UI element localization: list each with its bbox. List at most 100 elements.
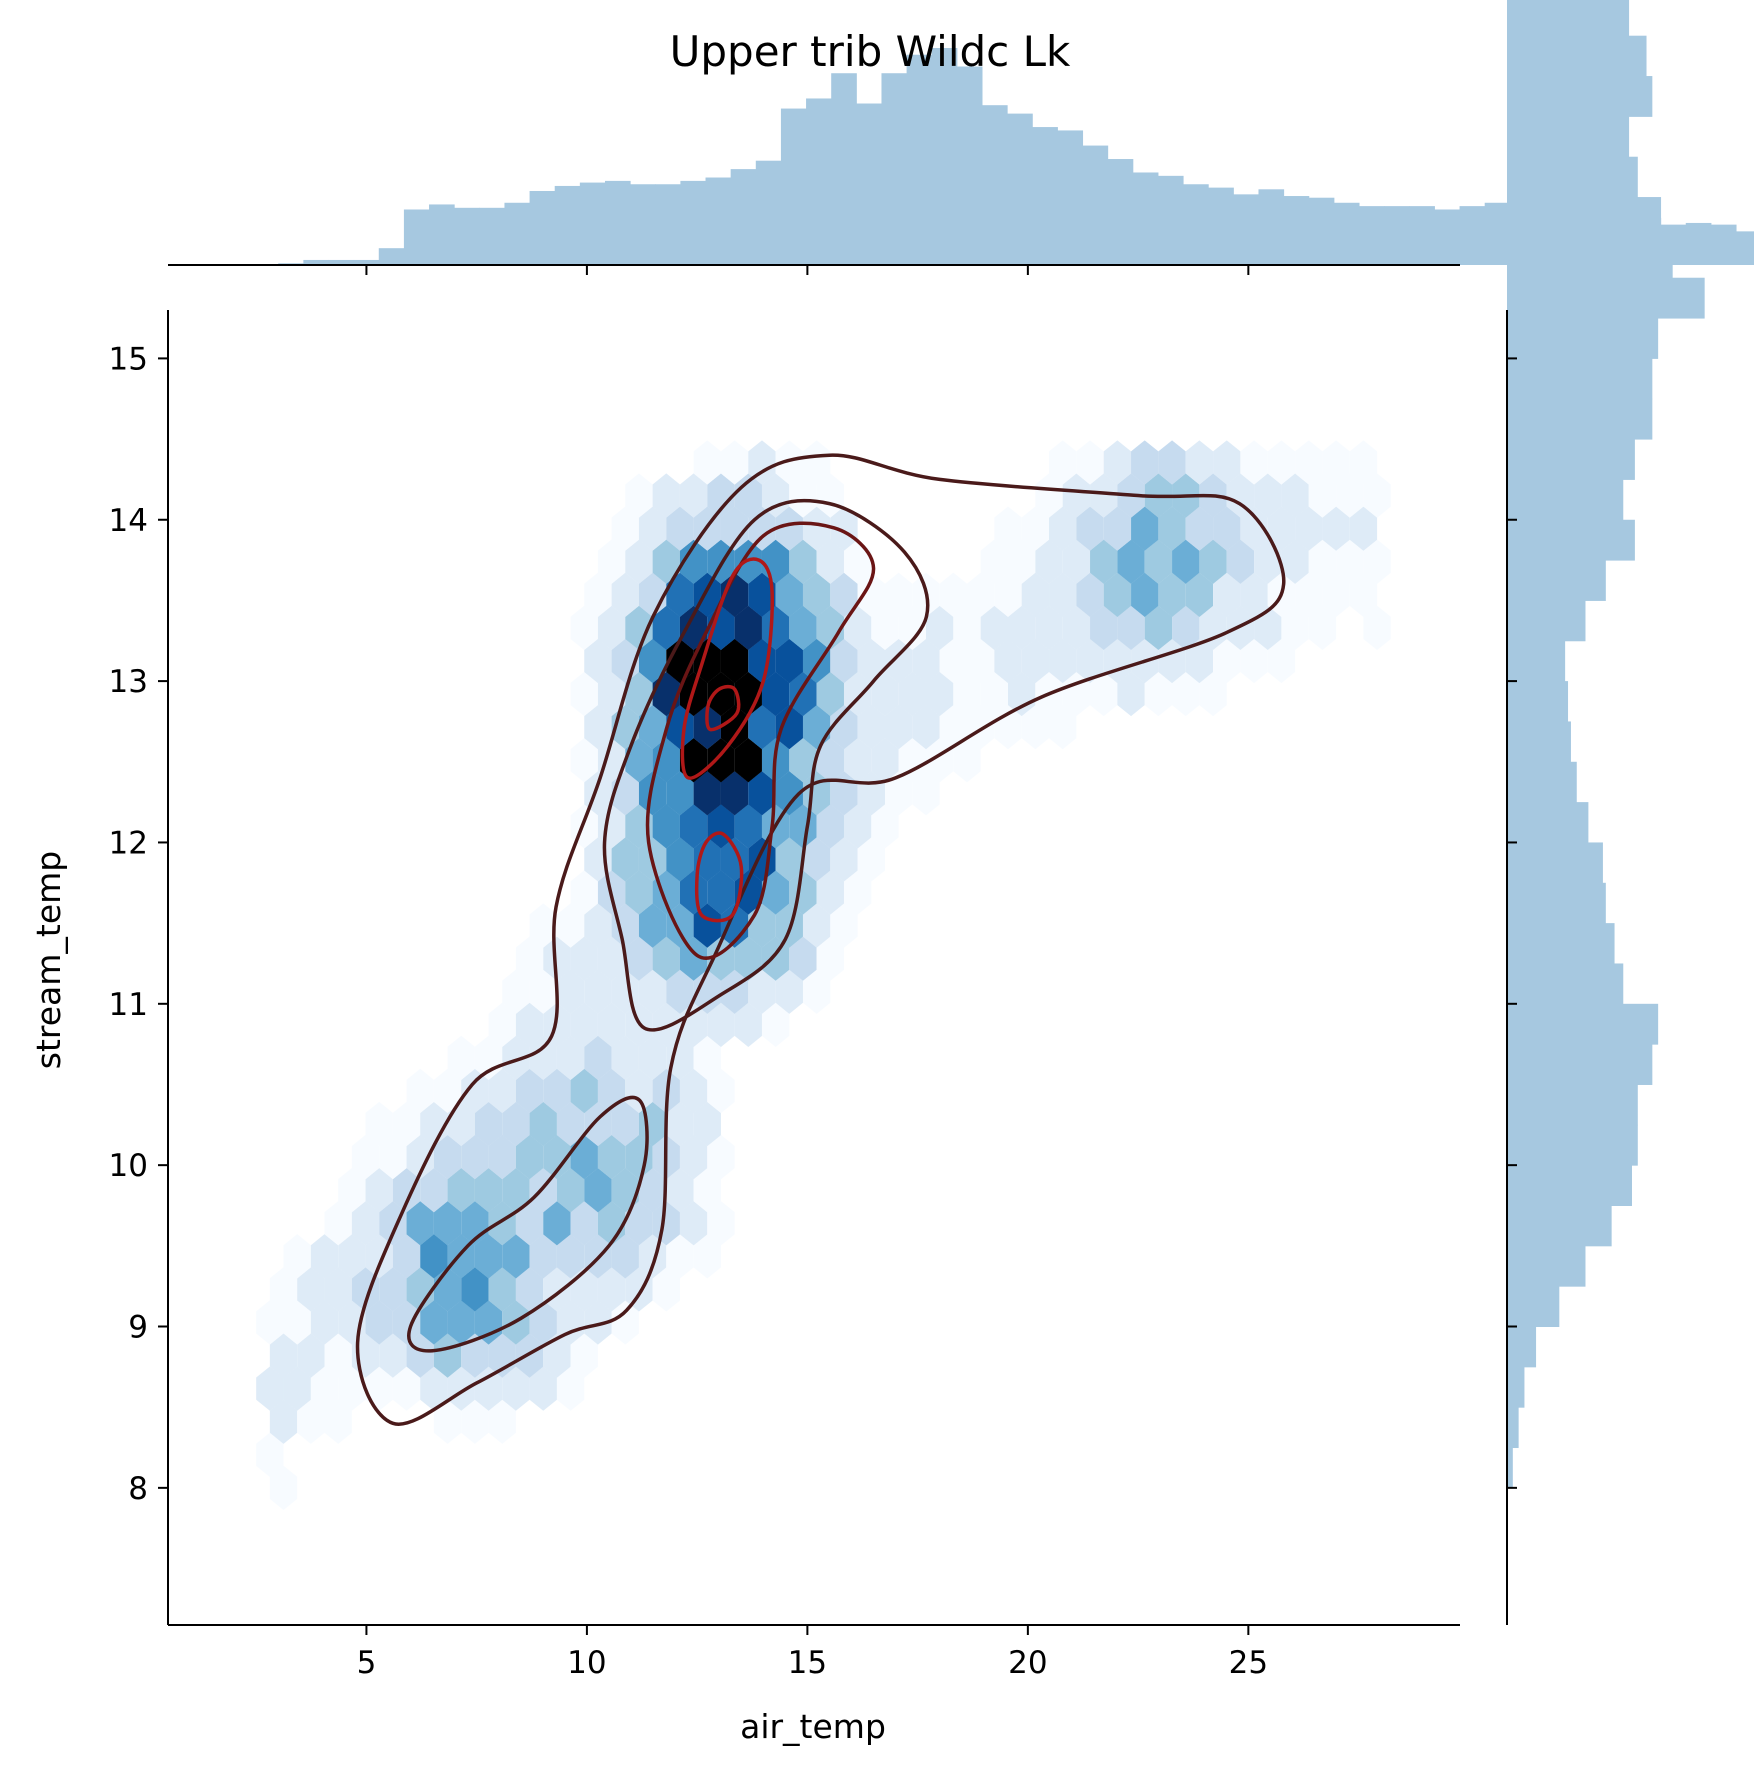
hexbin-cell <box>693 771 721 816</box>
hexbin-cell <box>543 1134 571 1180</box>
hexbin-cell <box>310 1300 339 1345</box>
marginal-y-bar <box>1507 0 1630 37</box>
hexbin-cell <box>611 1300 639 1345</box>
hexbin-cell <box>1076 506 1104 551</box>
hexbin-cell <box>365 1366 393 1411</box>
hexbin-cell <box>939 572 968 617</box>
hexbin-cell <box>556 1234 585 1279</box>
hexbin-cell <box>939 704 968 750</box>
hexbin-cell <box>625 1068 653 1114</box>
marginal-y-bar <box>1507 398 1653 440</box>
hexbin-cell <box>693 1101 721 1147</box>
hexbin-cell <box>488 1201 516 1246</box>
hexbin-cell <box>789 605 817 651</box>
hexbin-cell <box>1103 506 1132 551</box>
y-tick-label: 15 <box>109 341 148 377</box>
hexbin-cell <box>884 771 913 816</box>
marginal-x-bar <box>579 182 606 265</box>
hexbin-cell <box>720 440 749 485</box>
marginal-y-bar <box>1507 358 1653 400</box>
marginal-y-bar <box>1507 197 1662 238</box>
hexbin-cell <box>761 1002 790 1047</box>
marginal-x-bar <box>1233 194 1259 265</box>
hexbin-cell <box>625 738 653 783</box>
hexbin-cell <box>570 1002 598 1047</box>
hexbin-cell <box>666 771 694 816</box>
marginal-y-bar <box>1507 963 1624 1005</box>
hexbin-cell <box>652 473 680 518</box>
hexbin-cell <box>324 1267 352 1312</box>
hexbin-cell <box>625 671 653 717</box>
hexbin-cell <box>515 1134 544 1180</box>
hexbin-cell <box>1021 506 1050 551</box>
hexbin-cell <box>474 1168 503 1213</box>
hexbin-cell <box>1226 539 1255 584</box>
hexbin-cell <box>679 605 708 651</box>
marginal-x-bar <box>1710 224 1737 265</box>
hexbin-cell <box>884 704 913 750</box>
hexbin-cell <box>1049 440 1077 485</box>
hexbin-cell <box>816 671 844 717</box>
marginal-y-bar <box>1507 156 1638 198</box>
hexbin-cell <box>720 638 749 684</box>
hexbin-cell <box>1021 638 1050 684</box>
hexbin-cell <box>926 605 954 651</box>
hexbin-cell <box>748 704 776 750</box>
hexbin-cell <box>570 936 598 981</box>
hexbin-cell <box>543 936 571 981</box>
marginal-y-bar <box>1507 1245 1586 1287</box>
hexbin-cell <box>1267 440 1296 485</box>
marginal-y-bar <box>1507 600 1586 642</box>
hexbin-cell <box>1349 572 1378 617</box>
marginal-y-bar <box>1507 1003 1659 1045</box>
hexbin-cell <box>283 1300 311 1345</box>
hexbin-cell <box>1308 473 1337 518</box>
marginal-y-bar <box>1507 1084 1638 1126</box>
hexbin-cell <box>556 1035 585 1081</box>
hexbin-cell <box>625 936 653 981</box>
hexbin-cell <box>748 572 776 617</box>
hexbin-cell <box>474 1234 503 1279</box>
hexbin-cell <box>529 1300 557 1345</box>
hexbin-cell <box>269 1465 298 1511</box>
hexbin-cell <box>324 1201 352 1246</box>
marginal-x-bar <box>780 108 807 265</box>
hexbin-cell <box>666 572 694 617</box>
marginal-x-bar <box>655 184 681 265</box>
hexbin-cell <box>543 1201 571 1246</box>
kde-contour <box>694 831 744 923</box>
hexbin-cell <box>611 572 639 617</box>
hexbin-cell <box>734 936 762 981</box>
hexbin-cell <box>666 837 694 882</box>
marginal-y-bar <box>1507 116 1630 158</box>
hexbin-cell <box>666 1035 694 1081</box>
x-tick-label: 15 <box>788 1645 827 1681</box>
hexbin-cell <box>379 1333 407 1378</box>
hexbin-cell <box>502 1101 530 1147</box>
hexbin-cell <box>1035 473 1063 518</box>
hexbin-cell <box>967 572 995 617</box>
hexbin-cell <box>652 539 680 584</box>
marginal-y-bar <box>1507 76 1653 117</box>
marginal-x-bar <box>680 180 707 265</box>
marginal-x-bar <box>1459 206 1486 265</box>
hexbin-cell <box>625 539 653 584</box>
hexbin-cell <box>734 473 762 518</box>
hexbin-cell <box>283 1366 311 1411</box>
marginal-y-bar <box>1507 1124 1638 1166</box>
hexbin-cell <box>283 1234 311 1279</box>
hexbin-cell <box>720 771 749 816</box>
marginal-y-bar <box>1507 1205 1612 1247</box>
marginal-x-bar <box>1409 206 1435 265</box>
hexbin-cell <box>392 1234 421 1279</box>
marginal-y-bar <box>1507 1407 1519 1449</box>
hexbin-cell <box>1213 638 1241 684</box>
hexbin-cell <box>611 903 639 948</box>
hexbin-cell <box>625 605 653 651</box>
marginal-x-bar <box>1082 145 1109 265</box>
hexbin-cell <box>1049 638 1077 684</box>
hexbin-cell <box>556 969 585 1014</box>
marginal-y-bar <box>1507 35 1647 77</box>
marginal-y-bar <box>1507 640 1566 682</box>
